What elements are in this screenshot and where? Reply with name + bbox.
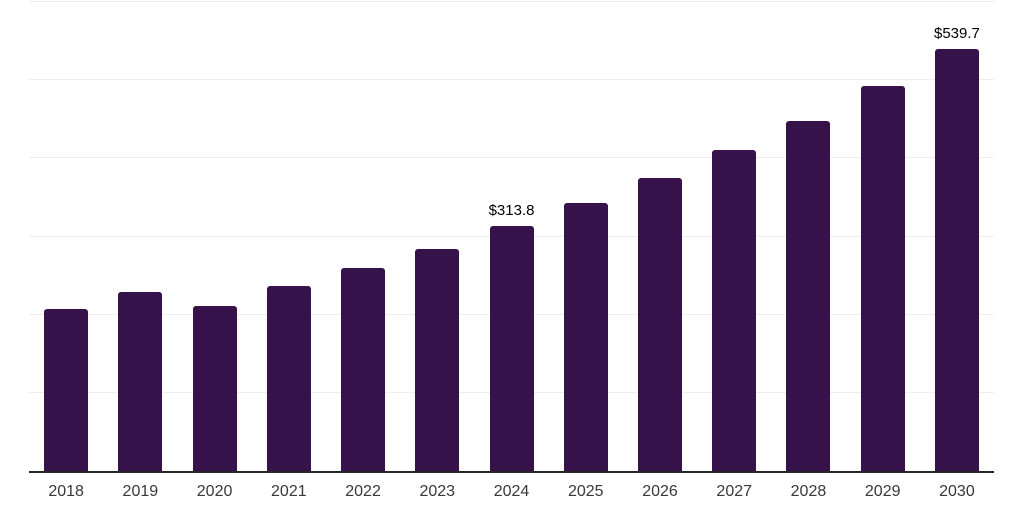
bar-2027 (712, 150, 757, 471)
bars-row: $313.8 $539.7 (29, 2, 994, 471)
bar-slot-2019 (103, 2, 177, 471)
bar-slot-2026 (623, 2, 697, 471)
x-axis-labels: 2018 2019 2020 2021 2022 2023 2024 2025 2026 2027… (29, 484, 994, 500)
gridline-400 (29, 157, 994, 159)
x-axis-label-2019: 2019 (122, 483, 159, 500)
x-axis-label-2025: 2025 (567, 483, 604, 500)
x-axis-label-2021: 2021 (271, 483, 307, 500)
bar-2021 (266, 286, 311, 471)
bar-2028 (786, 121, 831, 471)
x-axis-label-2018: 2018 (48, 483, 84, 500)
bar-2030 (934, 49, 979, 471)
x-axis-label-2020: 2020 (196, 483, 233, 500)
x-axis-label-2027: 2027 (716, 483, 753, 500)
bar-slot-2025 (549, 2, 623, 471)
bar-2020 (192, 306, 237, 471)
x-axis-label-2022: 2022 (345, 483, 381, 500)
bar-2024 (489, 225, 534, 471)
bar-value-label-2024: $313.8 (488, 201, 535, 219)
bar-2019 (118, 292, 163, 471)
x-axis-label-2024: 2024 (493, 483, 530, 500)
x-axis-label-2029: 2029 (864, 483, 901, 500)
bar-2018 (44, 309, 89, 471)
bar-2026 (637, 178, 682, 471)
x-axis-label-2026: 2026 (642, 483, 678, 500)
bar-slot-2030: $539.7 (920, 2, 994, 471)
bar-slot-2018 (29, 2, 103, 471)
bar-2022 (341, 268, 386, 471)
bar-slot-2028 (771, 2, 845, 471)
bar-slot-2021 (252, 2, 326, 471)
bar-2025 (563, 203, 608, 471)
gridline-500 (29, 79, 994, 81)
bar-value-label-2030: $539.7 (933, 25, 980, 43)
bar-slot-2023 (400, 2, 474, 471)
bar-2029 (860, 86, 905, 471)
bar-slot-2022 (326, 2, 400, 471)
bar-slot-2020 (177, 2, 251, 471)
bar-slot-2024: $313.8 (474, 2, 548, 471)
x-axis-label-2028: 2028 (790, 483, 827, 500)
chart-plot-area: $313.8 $539.7 (29, 1, 994, 473)
bar-slot-2029 (846, 2, 920, 471)
bar-slot-2027 (697, 2, 771, 471)
x-axis-label-2030: 2030 (939, 483, 975, 500)
bar-2023 (415, 249, 460, 471)
x-axis-label-2023: 2023 (419, 483, 456, 500)
